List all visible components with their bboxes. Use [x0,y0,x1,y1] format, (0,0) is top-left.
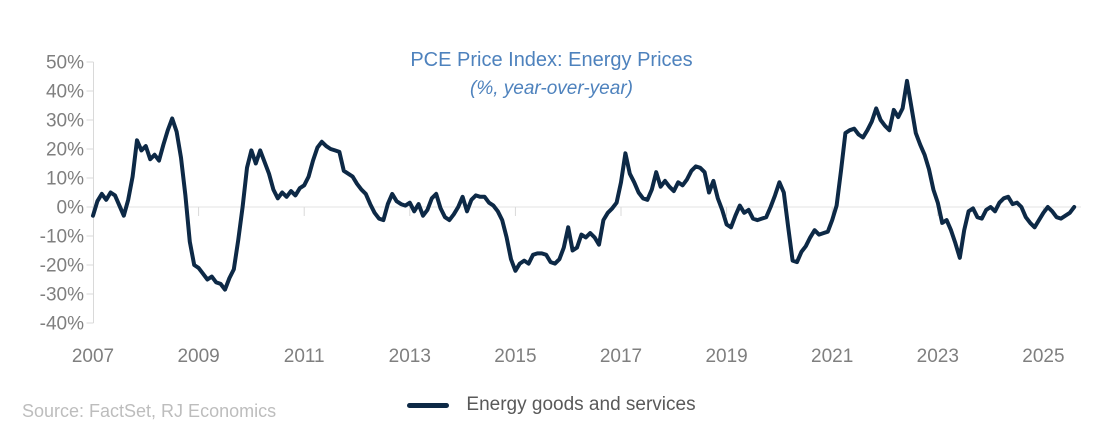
x-tick-label: 2021 [811,346,853,367]
y-tick-label: -40% [40,314,84,335]
title-block: PCE Price Index: Energy Prices (%, year-… [0,46,1103,103]
y-tick-label: -30% [40,285,84,306]
y-tick-label: 20% [46,140,84,161]
x-tick-label: 2013 [389,346,431,367]
chart-title: PCE Price Index: Energy Prices [410,49,693,71]
y-tick-label: 50% [46,53,84,74]
energy-series-line [91,78,1077,292]
x-tick-label: 2025 [1022,346,1064,367]
x-tick-label: 2017 [600,346,642,367]
y-tick-label: -20% [40,256,84,277]
x-tick-label: 2015 [494,346,536,367]
x-tick-label: 2007 [72,346,114,367]
x-tick-label: 2019 [705,346,747,367]
legend-line-marker [407,402,450,408]
y-tick-label: 10% [46,169,84,190]
legend-series-label: Energy goods and services [466,394,696,415]
y-tick-label: 40% [46,82,84,103]
y-tick-label: -10% [40,227,84,248]
chart-subtitle: (%, year-over-year) [470,78,633,99]
x-tick-label: 2009 [177,346,219,367]
y-tick-label: 30% [46,111,84,132]
x-tick-label: 2011 [284,346,325,367]
legend: Energy goods and services [0,394,1103,416]
source-note: Source: FactSet, RJ Economics [22,401,277,421]
x-tick-label: 2023 [917,346,959,367]
y-tick-label: 0% [57,198,85,219]
